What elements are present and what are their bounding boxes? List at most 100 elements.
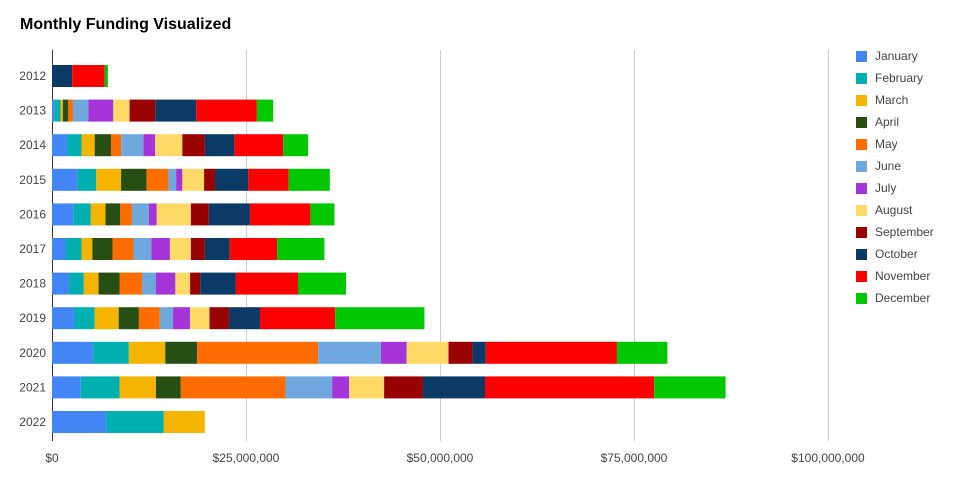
- bar-segment-november-2012[interactable]: [72, 65, 105, 87]
- bar-segment-january-2019[interactable]: [52, 307, 75, 330]
- bar-segment-october-2019[interactable]: [228, 307, 260, 330]
- bar-segment-march-2021[interactable]: [119, 376, 156, 399]
- legend-item-august[interactable]: August: [856, 202, 953, 224]
- bar-segment-may-2016[interactable]: [120, 203, 132, 226]
- bar-segment-october-2020[interactable]: [472, 341, 486, 364]
- bar-segment-december-2019[interactable]: [335, 307, 425, 330]
- bar-segment-november-2019[interactable]: [259, 307, 336, 330]
- bar-segment-august-2019[interactable]: [190, 307, 210, 330]
- bar-segment-april-2015[interactable]: [121, 168, 147, 191]
- bar-segment-april-2019[interactable]: [118, 307, 139, 330]
- bar-segment-july-2015[interactable]: [176, 168, 183, 191]
- bar-segment-november-2015[interactable]: [248, 168, 289, 191]
- bar-segment-february-2021[interactable]: [80, 376, 120, 399]
- bar-segment-march-2017[interactable]: [81, 238, 93, 260]
- legend-item-november[interactable]: November: [856, 268, 953, 290]
- bar-segment-august-2021[interactable]: [349, 376, 385, 399]
- bar-segment-november-2018[interactable]: [235, 272, 298, 295]
- bar-segment-may-2015[interactable]: [146, 168, 169, 191]
- bar-segment-february-2020[interactable]: [93, 341, 129, 364]
- bar-segment-june-2013[interactable]: [72, 99, 89, 122]
- bar-segment-august-2017[interactable]: [169, 238, 191, 260]
- bar-segment-may-2020[interactable]: [197, 341, 319, 364]
- bar-segment-february-2015[interactable]: [77, 168, 97, 191]
- bar-segment-june-2015[interactable]: [168, 168, 177, 191]
- bar-segment-november-2017[interactable]: [229, 238, 278, 260]
- bar-segment-june-2019[interactable]: [159, 307, 174, 330]
- bar-segment-april-2014[interactable]: [94, 134, 111, 157]
- bar-segment-february-2016[interactable]: [73, 203, 91, 226]
- bar-segment-march-2014[interactable]: [81, 134, 95, 157]
- bar-segment-january-2018[interactable]: [52, 272, 70, 295]
- bar-segment-february-2022[interactable]: [106, 411, 164, 433]
- bar-segment-february-2013[interactable]: [54, 99, 61, 122]
- bar-segment-may-2021[interactable]: [180, 376, 286, 399]
- legend-item-june[interactable]: June: [856, 158, 953, 180]
- bar-segment-july-2020[interactable]: [381, 341, 407, 364]
- bar-segment-march-2013[interactable]: [60, 99, 63, 122]
- bar-segment-november-2021[interactable]: [485, 376, 655, 399]
- bar-segment-may-2018[interactable]: [119, 272, 143, 295]
- bar-segment-april-2016[interactable]: [105, 203, 121, 226]
- bar-segment-august-2014[interactable]: [155, 134, 183, 157]
- legend-item-july[interactable]: July: [856, 180, 953, 202]
- bar-segment-december-2015[interactable]: [288, 168, 330, 191]
- bar-segment-may-2017[interactable]: [112, 238, 134, 260]
- bar-segment-september-2014[interactable]: [182, 134, 205, 157]
- bar-segment-november-2020[interactable]: [485, 341, 617, 364]
- bar-segment-september-2019[interactable]: [209, 307, 229, 330]
- bar-segment-june-2020[interactable]: [318, 341, 382, 364]
- bar-segment-january-2017[interactable]: [52, 238, 66, 260]
- bar-segment-september-2018[interactable]: [190, 272, 201, 295]
- bar-segment-april-2013[interactable]: [62, 99, 69, 122]
- bar-segment-april-2018[interactable]: [98, 272, 120, 295]
- bar-segment-july-2017[interactable]: [151, 238, 170, 260]
- bar-segment-august-2016[interactable]: [156, 203, 191, 226]
- bar-segment-april-2020[interactable]: [165, 341, 198, 364]
- legend-item-january[interactable]: January: [856, 48, 953, 70]
- bar-segment-january-2013[interactable]: [52, 99, 55, 122]
- legend-item-march[interactable]: March: [856, 92, 953, 114]
- bar-segment-september-2017[interactable]: [190, 238, 205, 260]
- bar-segment-august-2015[interactable]: [182, 168, 205, 191]
- bar-segment-september-2015[interactable]: [204, 168, 215, 191]
- bar-segment-october-2018[interactable]: [200, 272, 236, 295]
- bar-segment-september-2020[interactable]: [448, 341, 473, 364]
- bar-segment-october-2021[interactable]: [422, 376, 486, 399]
- bar-segment-december-2021[interactable]: [654, 376, 726, 399]
- legend-item-april[interactable]: April: [856, 114, 953, 136]
- bar-segment-december-2017[interactable]: [277, 238, 325, 260]
- bar-segment-august-2018[interactable]: [175, 272, 191, 295]
- bar-segment-june-2016[interactable]: [131, 203, 149, 226]
- bar-segment-october-2013[interactable]: [155, 99, 197, 122]
- bar-segment-february-2019[interactable]: [74, 307, 95, 330]
- bar-segment-december-2016[interactable]: [310, 203, 335, 226]
- bar-segment-september-2016[interactable]: [190, 203, 209, 226]
- bar-segment-november-2013[interactable]: [196, 99, 257, 122]
- bar-segment-january-2020[interactable]: [52, 341, 94, 364]
- bar-segment-june-2021[interactable]: [285, 376, 333, 399]
- bar-segment-october-2016[interactable]: [208, 203, 250, 226]
- bar-segment-november-2014[interactable]: [234, 134, 284, 157]
- bar-segment-june-2018[interactable]: [142, 272, 156, 295]
- bar-segment-september-2013[interactable]: [129, 99, 156, 122]
- bar-segment-december-2020[interactable]: [616, 341, 668, 364]
- bar-segment-july-2016[interactable]: [149, 203, 157, 226]
- bar-segment-march-2015[interactable]: [96, 168, 122, 191]
- bar-segment-august-2020[interactable]: [406, 341, 449, 364]
- bar-segment-january-2015[interactable]: [52, 168, 78, 191]
- bar-segment-april-2017[interactable]: [92, 238, 113, 260]
- bar-segment-january-2021[interactable]: [52, 376, 81, 399]
- legend-item-december[interactable]: December: [856, 290, 953, 312]
- bar-segment-july-2019[interactable]: [173, 307, 191, 330]
- legend-item-october[interactable]: October: [856, 246, 953, 268]
- bar-segment-march-2020[interactable]: [128, 341, 166, 364]
- bar-segment-july-2018[interactable]: [155, 272, 176, 295]
- bar-segment-october-2015[interactable]: [214, 168, 249, 191]
- bar-segment-december-2014[interactable]: [283, 134, 309, 157]
- bar-segment-december-2012[interactable]: [104, 65, 108, 87]
- bar-segment-july-2021[interactable]: [332, 376, 350, 399]
- bar-segment-march-2019[interactable]: [94, 307, 119, 330]
- bar-segment-february-2014[interactable]: [67, 134, 82, 157]
- bar-segment-march-2016[interactable]: [90, 203, 106, 226]
